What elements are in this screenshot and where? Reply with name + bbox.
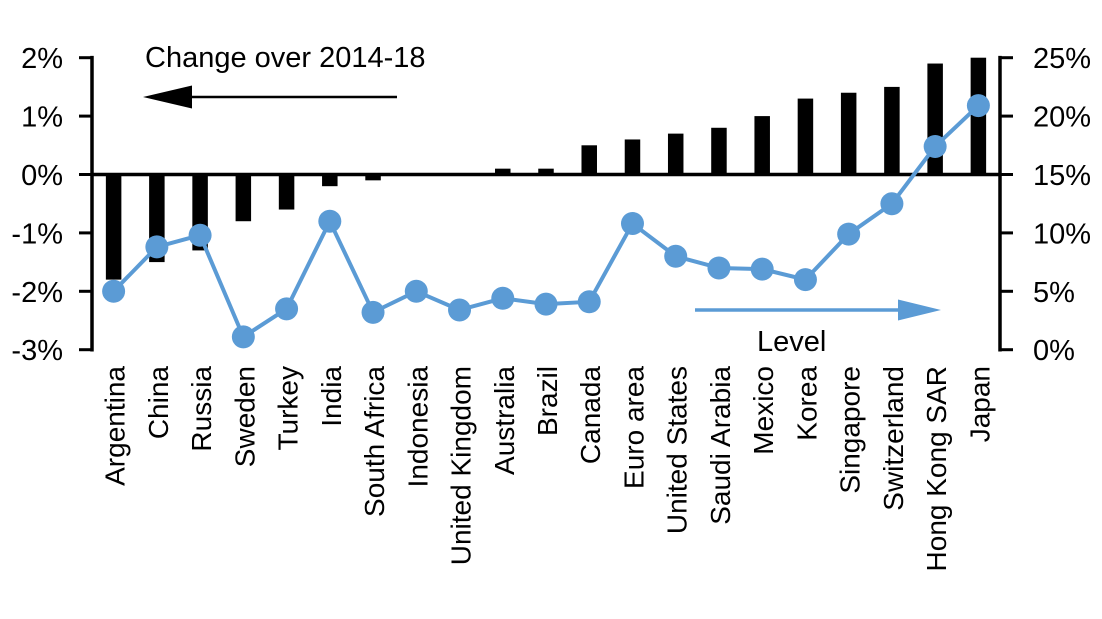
line-point <box>577 290 601 314</box>
category-label: United Kingdom <box>446 366 477 565</box>
category-label: Korea <box>791 366 822 441</box>
right-axis-tick-label: 20% <box>1033 102 1091 134</box>
line-point <box>361 300 385 324</box>
category-label: Indonesia <box>402 366 433 488</box>
category-label: Sweden <box>229 366 260 467</box>
left-axis-tick-label: 1% <box>21 102 63 134</box>
left-axis-tick-label: -3% <box>11 335 63 367</box>
right-axis-tick-label: 0% <box>1033 335 1075 367</box>
category-label: Japan <box>964 366 995 442</box>
right-axis-tick-label: 5% <box>1033 277 1075 309</box>
category-label: Switzerland <box>878 366 909 511</box>
line-series-group <box>102 94 990 349</box>
bars-group <box>105 57 987 280</box>
category-label: Hong Kong SAR <box>921 366 952 571</box>
axes-group: 2% 1% 0% -1% -2% -3% 25% 20% 15% 10% 5% 0% <box>11 43 1091 367</box>
category-label: China <box>143 366 174 440</box>
bar <box>840 92 857 175</box>
category-label: United States <box>662 366 693 534</box>
bar <box>581 145 597 175</box>
line-point <box>231 325 255 349</box>
right-arrow-icon <box>695 299 941 321</box>
line-point <box>880 192 904 216</box>
bar <box>278 174 295 210</box>
line-point <box>793 268 817 292</box>
bar <box>754 116 770 175</box>
bar <box>884 86 900 175</box>
line-point <box>491 286 515 310</box>
bar <box>667 133 684 175</box>
bar <box>495 168 511 175</box>
category-label: Mexico <box>748 366 779 455</box>
left-axis-tick-label: 0% <box>21 160 63 192</box>
category-label: Euro area <box>618 366 649 489</box>
category-label: India <box>316 366 347 427</box>
line-point <box>318 209 342 233</box>
line-point <box>707 256 731 280</box>
right-axis-tick-label: 15% <box>1033 160 1091 192</box>
left-axis-tick-label: 2% <box>21 43 63 75</box>
bar <box>624 139 641 175</box>
bar <box>235 174 252 222</box>
category-label: Russia <box>186 366 217 452</box>
line-point <box>448 298 472 322</box>
left-arrow-icon <box>143 85 397 109</box>
category-labels-group: Argentina China Russia Sweden Turkey India Sou… <box>100 366 996 572</box>
bar <box>105 174 122 280</box>
category-label: Saudi Arabia <box>705 366 736 525</box>
line-point <box>404 279 428 303</box>
line-point <box>620 212 644 236</box>
line-point <box>966 94 990 118</box>
category-label: Brazil <box>532 366 563 436</box>
category-label: Turkey <box>273 366 304 451</box>
category-label: Canada <box>575 366 606 465</box>
line-point <box>923 134 947 158</box>
category-label: Singapore <box>835 366 866 494</box>
category-label: South Africa <box>359 366 390 517</box>
right-axis-tick-label: 25% <box>1033 43 1091 75</box>
bar <box>797 98 814 175</box>
line-point <box>145 235 169 259</box>
bar <box>711 127 727 175</box>
left-axis-tick-label: -1% <box>11 218 63 250</box>
bar <box>365 174 381 181</box>
bar <box>322 174 338 187</box>
right-series-title: Level <box>757 326 826 358</box>
line-point <box>102 279 126 303</box>
line-point <box>275 297 299 321</box>
line-point <box>188 223 212 247</box>
bar <box>538 168 554 175</box>
line-point <box>534 292 558 316</box>
line-point <box>837 222 861 246</box>
left-series-title: Change over 2014-18 <box>145 42 426 74</box>
category-label: Australia <box>489 366 520 475</box>
line-point <box>750 257 774 281</box>
right-axis-tick-label: 10% <box>1033 218 1091 250</box>
left-axis-tick-label: -2% <box>11 277 63 309</box>
line-point <box>664 244 688 268</box>
category-label: Argentina <box>100 366 131 486</box>
